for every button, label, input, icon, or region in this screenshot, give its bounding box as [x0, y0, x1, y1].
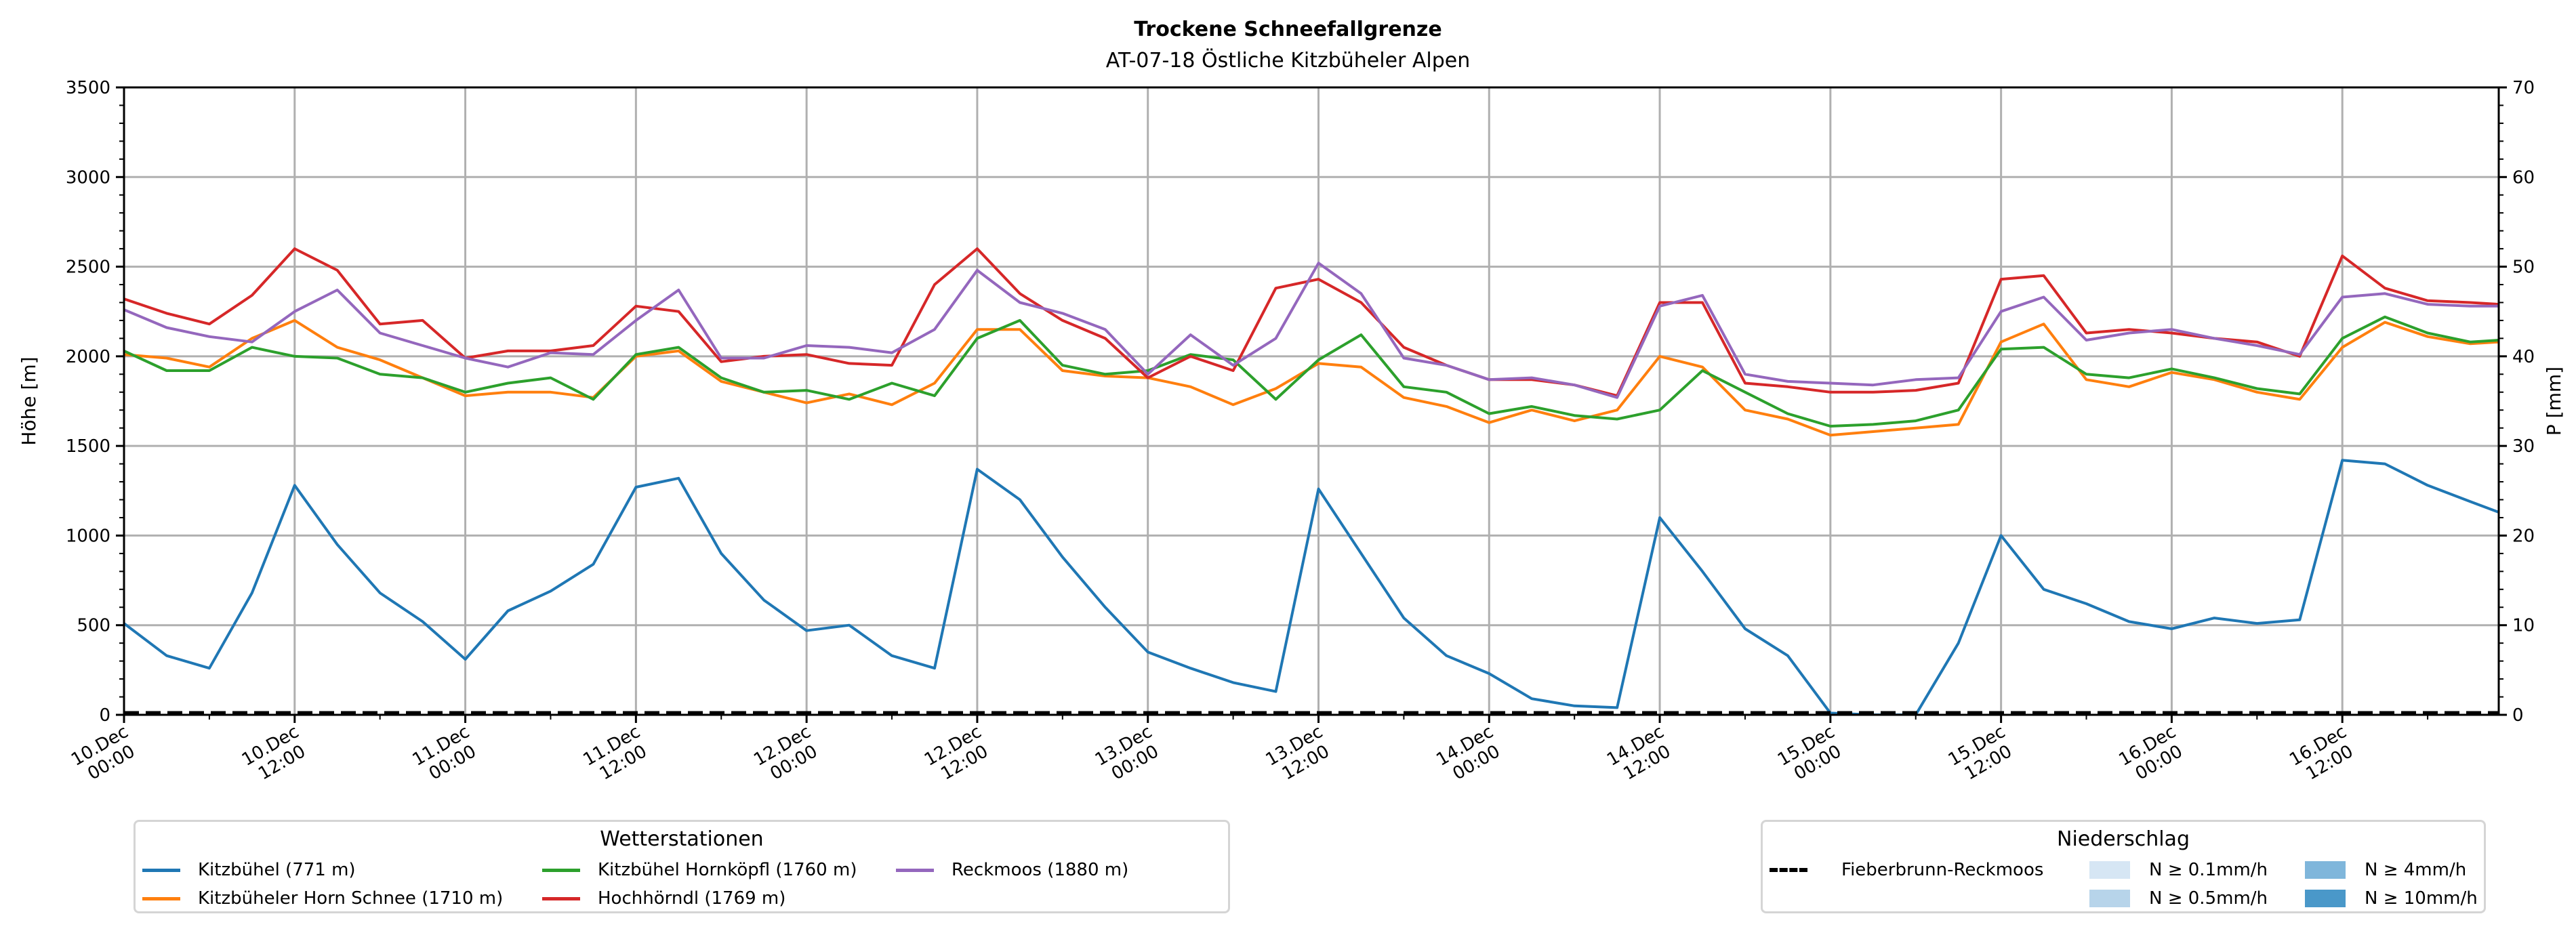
- x-tick-label: 15.Dec00:00: [1774, 722, 1848, 788]
- legend-item-n05: N ≥ 0.5mm/h: [2089, 888, 2268, 909]
- x-tick-label: 16.Dec12:00: [2286, 722, 2360, 788]
- legend-label: Kitzbüheler Horn Schnee (1710 m): [198, 888, 504, 909]
- x-tick-label: 10.Dec12:00: [239, 722, 312, 788]
- x-tick-label: 11.Dec00:00: [409, 722, 483, 788]
- legend-label: Kitzbühel (771 m): [198, 860, 356, 880]
- chart-title: Trockene Schneefallgrenze: [1134, 18, 1442, 41]
- legend-label: Reckmoos (1880 m): [952, 860, 1129, 880]
- y2-axis-label: P [mm]: [2543, 367, 2565, 436]
- legend-item-fieberbrunn: Fieberbrunn-Reckmoos: [1770, 860, 2043, 880]
- stations-legend-title: Wetterstationen: [600, 827, 764, 851]
- y-tick-label: 1500: [66, 436, 110, 457]
- legend-item-kitzbuehel: Kitzbühel (771 m): [142, 860, 356, 880]
- legend-label: N ≥ 0.5mm/h: [2149, 888, 2268, 909]
- legend-item-reckmoos: Reckmoos (1880 m): [896, 860, 1128, 880]
- legend-item-n01: N ≥ 0.1mm/h: [2089, 860, 2268, 880]
- legend-item-n4: N ≥ 4mm/h: [2305, 860, 2466, 880]
- plot-frame: [123, 86, 2500, 716]
- y-tick-label: 3500: [66, 78, 110, 98]
- legend-label: Kitzbühel Hornköpfl (1760 m): [598, 860, 857, 880]
- series-line-kitzb-hel-hornk-pfl-1760-m-: [124, 315, 2499, 428]
- x-tick-label: 11.Dec12:00: [579, 722, 653, 788]
- x-tick-label: 10.Dec00:00: [68, 722, 142, 788]
- x-tick-label: 12.Dec12:00: [921, 722, 995, 788]
- legend-item-horn-schnee: Kitzbüheler Horn Schnee (1710 m): [142, 888, 503, 909]
- y2-tick-label: 20: [2512, 526, 2535, 546]
- legend-item-n10: N ≥ 10mm/h: [2305, 888, 2478, 909]
- y-tick-label: 3000: [66, 167, 110, 188]
- chart-subtitle: AT-07-18 Östliche Kitzbüheler Alpen: [1105, 49, 1471, 72]
- y2-tick-label: 30: [2512, 436, 2535, 457]
- y2-tick-label: 70: [2512, 78, 2535, 98]
- y-tick-label: 500: [77, 616, 110, 636]
- series-line-reckmoos-1880-m-: [124, 262, 2499, 399]
- y2-tick-label: 50: [2512, 257, 2535, 278]
- x-tick-label: 15.Dec12:00: [1945, 722, 2019, 788]
- series-line-kitzb-heler-horn-schnee-1710-m-: [124, 318, 2499, 437]
- y-tick-label: 2000: [66, 347, 110, 367]
- x-tick-label: 13.Dec12:00: [1263, 722, 1336, 788]
- legend-label: N ≥ 0.1mm/h: [2149, 860, 2268, 880]
- legend-label: Fieberbrunn-Reckmoos: [1841, 860, 2044, 880]
- legend-label: Hochhörndl (1769 m): [598, 888, 786, 909]
- x-tick-label: 14.Dec12:00: [1603, 722, 1677, 788]
- y-tick-label: 0: [99, 705, 110, 726]
- y-axis-label: Höhe [m]: [18, 356, 40, 445]
- y2-tick-label: 60: [2512, 167, 2535, 188]
- legend-label: N ≥ 4mm/h: [2365, 860, 2467, 880]
- y2-tick-label: 40: [2512, 347, 2535, 367]
- x-tick-label: 12.Dec00:00: [750, 722, 824, 788]
- y2-tick-label: 10: [2512, 616, 2535, 636]
- x-tick-label: 14.Dec00:00: [1433, 722, 1507, 788]
- legend-item-hornkoepfl: Kitzbühel Hornköpfl (1760 m): [542, 860, 857, 880]
- x-tick-label: 16.Dec00:00: [2116, 722, 2190, 788]
- precip-legend: Niederschlag Fieberbrunn-Reckmoos N ≥ 0.…: [1761, 820, 2486, 913]
- y2-tick-label: 0: [2512, 705, 2524, 726]
- x-tick-label: 13.Dec00:00: [1092, 722, 1166, 788]
- y-tick-label: 1000: [66, 526, 110, 546]
- precip-legend-title: Niederschlag: [2057, 827, 2190, 851]
- series-line-kitzb-hel-771-m-: [124, 459, 2499, 715]
- series-line-hochh-rndl-1769-m-: [124, 247, 2499, 398]
- stations-legend: Wetterstationen Kitzbühel (771 m) Kitzbü…: [134, 820, 1230, 913]
- legend-label: N ≥ 10mm/h: [2365, 888, 2478, 909]
- legend-item-hochhoerndl: Hochhörndl (1769 m): [542, 888, 785, 909]
- y-tick-label: 2500: [66, 257, 110, 278]
